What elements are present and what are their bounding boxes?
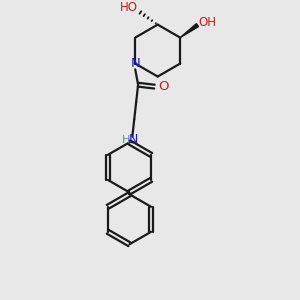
Text: N: N xyxy=(129,133,138,146)
Text: HO: HO xyxy=(120,1,138,14)
Text: OH: OH xyxy=(198,16,216,29)
Text: N: N xyxy=(130,57,140,70)
Text: H: H xyxy=(122,134,130,145)
Text: O: O xyxy=(158,80,168,93)
Polygon shape xyxy=(180,24,199,38)
